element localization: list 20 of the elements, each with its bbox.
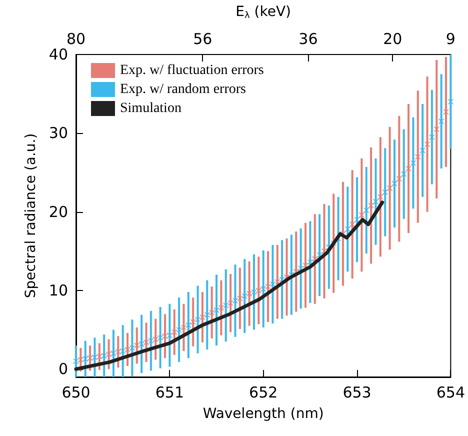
y-tick-label: 20 — [48, 202, 68, 221]
y-tick-label: 0 — [58, 360, 68, 378]
y-tick-label: 30 — [48, 124, 68, 142]
x-tick-label: 654 — [436, 384, 466, 402]
y-tick-label: 40 — [48, 46, 68, 64]
x2-tick-label: 20 — [383, 30, 402, 48]
legend-label: Exp. w/ fluctuation errors — [120, 63, 264, 78]
y-axis-title: Spectral radiance (a.u.) — [23, 133, 40, 298]
x2-tick-label: 56 — [193, 30, 212, 48]
legend-label: Simulation — [120, 101, 182, 116]
x-axis-title: Wavelength (nm) — [202, 406, 324, 422]
y-tick-label: 10 — [48, 281, 68, 300]
x-tick-label: 653 — [342, 384, 372, 402]
x-tick-label: 652 — [249, 384, 278, 402]
x2-tick-label: 9 — [446, 30, 456, 48]
x-tick-label: 651 — [155, 384, 184, 402]
legend-label: Exp. w/ random errors — [120, 82, 246, 97]
x-tick-label: 650 — [62, 384, 90, 402]
x2-tick-label: 80 — [66, 30, 86, 48]
x2-tick-label: 36 — [298, 30, 318, 48]
